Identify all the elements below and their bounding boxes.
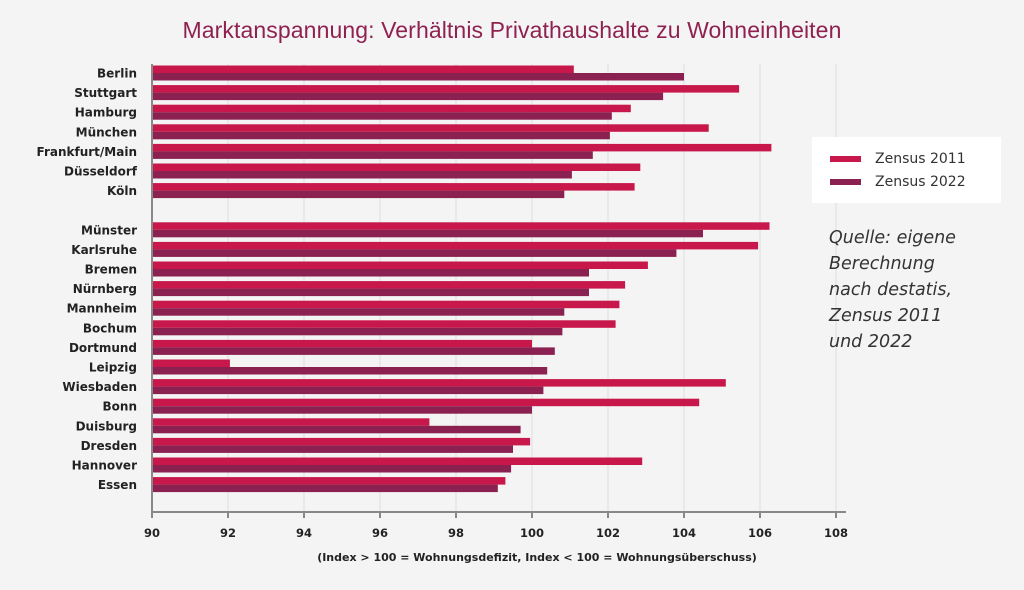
bar-2011 <box>152 65 574 73</box>
bar-2011 <box>152 300 620 309</box>
category-label: München <box>76 125 137 139</box>
bar-2011 <box>152 379 726 387</box>
source-line: Zensus 2011 <box>829 306 943 326</box>
source-line: nach destatis, <box>829 280 953 300</box>
bar-2022 <box>152 445 513 453</box>
legend-label-2011: Zensus 2011 <box>875 151 966 167</box>
bar-2011 <box>152 320 616 328</box>
source-line: und 2022 <box>829 332 913 352</box>
bar-2022 <box>152 112 612 120</box>
chart-title: Marktanspannung: Verhältnis Privathausha… <box>182 17 842 43</box>
bar-2011 <box>152 339 532 348</box>
bar-2022 <box>152 367 548 375</box>
category-label: Frankfurt/Main <box>37 145 137 159</box>
category-label: Essen <box>98 478 137 492</box>
category-label: Bremen <box>85 263 137 277</box>
category-label: Stuttgart <box>74 86 137 100</box>
bar-2011 <box>152 104 631 113</box>
tick-label: 96 <box>372 526 388 540</box>
bar-2022 <box>152 229 703 238</box>
bar-2022 <box>152 327 563 336</box>
source-line: Quelle: eigene <box>829 228 956 248</box>
bar-2022 <box>152 288 589 297</box>
tick-label: 106 <box>748 526 772 540</box>
bar-2011 <box>152 359 230 367</box>
tick-label: 98 <box>448 526 464 540</box>
category-labels: Berlin Stuttgart Hamburg München Frankfurt/M… <box>37 67 138 493</box>
category-label: Duisburg <box>76 419 137 433</box>
bar-2022 <box>152 171 572 179</box>
category-label: Karlsruhe <box>71 243 137 257</box>
legend-label-2022: Zensus 2022 <box>875 174 966 190</box>
bar-2022 <box>152 406 532 414</box>
bar-2022 <box>152 190 565 199</box>
category-label: Nürnberg <box>73 282 137 296</box>
category-label: Hannover <box>72 459 137 473</box>
bar-2011 <box>152 398 700 407</box>
axes <box>151 64 846 515</box>
category-label: Hamburg <box>75 106 137 120</box>
bar-2022 <box>152 308 565 316</box>
bar-2022 <box>152 73 684 81</box>
bar-2022 <box>152 151 593 159</box>
bar-2011 <box>152 281 626 289</box>
source-note: Quelle: eigene Berechnung nach destatis,… <box>829 225 1009 355</box>
tick-label: 92 <box>220 526 236 540</box>
legend-item-2011: Zensus 2011 <box>830 151 966 167</box>
tick-label: 94 <box>296 526 312 540</box>
category-label: Düsseldorf <box>64 165 138 179</box>
bar-2022 <box>152 249 677 257</box>
legend: Zensus 2011 Zensus 2022 <box>812 137 1001 203</box>
legend-item-2022: Zensus 2022 <box>830 174 966 190</box>
bar-2011 <box>152 241 759 250</box>
category-label: Bonn <box>103 400 137 414</box>
category-label: Berlin <box>97 67 137 81</box>
bar-2022 <box>152 269 589 277</box>
tick-label: 104 <box>672 526 696 540</box>
x-axis-label: (Index > 100 = Wohnungsdefizit, Index < … <box>317 551 757 564</box>
bar-2011 <box>152 124 709 132</box>
bar-2022 <box>152 425 521 434</box>
category-label: Mannheim <box>67 302 137 316</box>
bar-2022 <box>152 465 512 473</box>
category-label: Bochum <box>83 321 137 335</box>
category-label: Dortmund <box>69 341 137 355</box>
category-label: Leipzig <box>89 361 137 375</box>
bar-2022 <box>152 92 664 101</box>
bar-2011 <box>152 437 531 446</box>
tick-label: 100 <box>520 526 544 540</box>
category-label: Münster <box>81 223 137 237</box>
bar-2011 <box>152 222 770 230</box>
bar-2022 <box>152 484 498 493</box>
bar-2011 <box>152 143 772 152</box>
tick-label: 108 <box>824 526 848 540</box>
legend-swatch-2011 <box>830 156 861 162</box>
tick-label: 90 <box>144 526 160 540</box>
bar-2011 <box>152 477 506 485</box>
tick-label: 102 <box>596 526 620 540</box>
bar-2011 <box>152 261 648 269</box>
bar-2011 <box>152 85 740 93</box>
source-line: Berechnung <box>829 254 935 274</box>
category-label: Köln <box>107 184 137 198</box>
category-label: Dresden <box>81 439 137 453</box>
legend-swatch-2022 <box>830 179 861 185</box>
bar-2011 <box>152 418 430 426</box>
bar-2022 <box>152 386 544 395</box>
bar-2022 <box>152 131 610 140</box>
bar-2011 <box>152 163 641 171</box>
category-label: Wiesbaden <box>62 380 137 394</box>
bars <box>152 65 772 493</box>
bar-2022 <box>152 347 555 355</box>
x-ticks: 90 92 94 96 98 100 102 104 106 108 <box>144 512 848 540</box>
bar-2011 <box>152 183 635 191</box>
bar-2011 <box>152 457 643 465</box>
